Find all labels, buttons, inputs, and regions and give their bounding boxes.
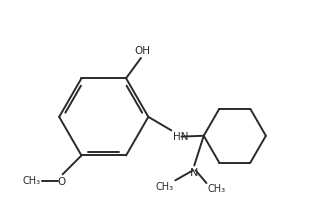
Text: OH: OH	[134, 46, 150, 56]
Text: CH₃: CH₃	[208, 184, 226, 194]
Text: CH₃: CH₃	[23, 176, 41, 186]
Text: N: N	[190, 168, 198, 178]
Text: CH₃: CH₃	[156, 182, 174, 192]
Text: HN: HN	[173, 132, 188, 142]
Text: O: O	[57, 176, 65, 186]
